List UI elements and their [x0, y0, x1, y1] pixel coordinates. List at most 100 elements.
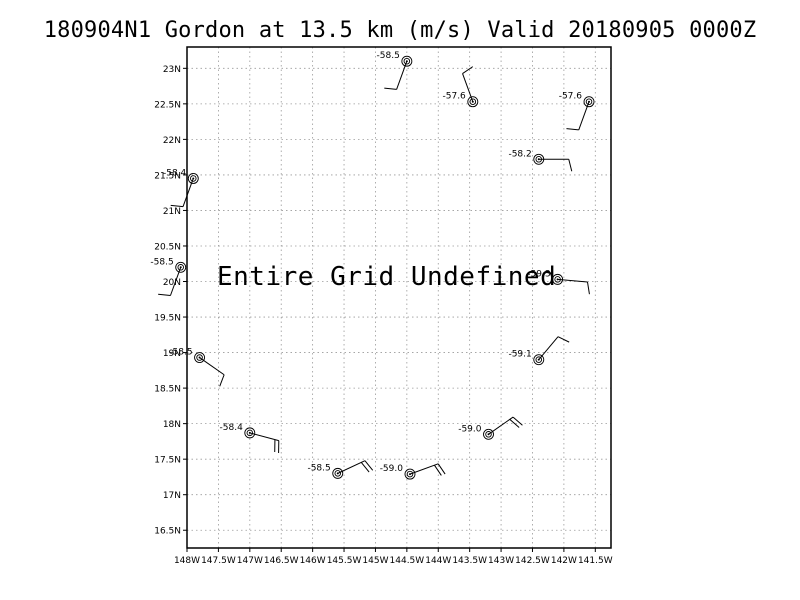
station-outer-circle — [244, 427, 256, 439]
station-value-label: -58.5 — [377, 51, 400, 61]
wind-station: -59.0 — [380, 463, 446, 480]
barb-shaft — [538, 336, 559, 361]
barb-feather — [568, 159, 573, 172]
wind-station: -57.6 — [559, 92, 595, 131]
barb-feather — [384, 87, 397, 90]
station-value-label: -58.5 — [307, 463, 330, 473]
station-value-label: -57.6 — [443, 92, 467, 102]
y-tick-label: 21N — [163, 207, 181, 217]
x-tick-label: 147.5W — [201, 556, 236, 566]
barb-feather — [437, 463, 446, 475]
barb-shaft — [409, 463, 439, 475]
station-inner-circle — [190, 175, 197, 182]
y-tick-label: 20.5N — [154, 242, 181, 252]
y-tick-label: 20N — [163, 278, 181, 288]
barb-shaft — [578, 101, 590, 131]
wind-station: -58.5 — [150, 257, 187, 296]
y-tick-label: 19.5N — [154, 314, 181, 324]
station-value-label: -58.2 — [508, 149, 531, 159]
y-tick-label: 18.5N — [154, 385, 181, 395]
barb-feather — [434, 464, 442, 476]
wind-station: -57.6 — [443, 66, 479, 108]
station-inner-circle — [485, 431, 492, 438]
station-outer-circle — [533, 354, 545, 366]
station-inner-circle — [246, 429, 254, 437]
station-outer-circle — [187, 173, 199, 184]
wind-station: -58.5 — [307, 460, 374, 479]
station-outer-circle — [175, 261, 187, 273]
wind-station: -59.1 — [508, 336, 570, 366]
station-outer-circle — [467, 96, 479, 108]
y-tick-label: 16.5N — [154, 527, 181, 537]
axis-ticks: 148W 147.5W 147W 146.5W 146W 145.5W 145W 144.5W… — [154, 65, 613, 566]
x-tick-label: 145.5W — [327, 556, 362, 566]
station-value-label: -58.4 — [220, 423, 244, 433]
wind-station: -58.4 — [163, 168, 199, 208]
station-value-label: -58.5 — [150, 257, 173, 267]
barb-feather — [462, 66, 474, 74]
station-value-label: -59.0 — [458, 424, 482, 434]
x-tick-label: 141.5W — [578, 556, 613, 566]
station-inner-circle — [406, 470, 414, 478]
station-outer-circle — [194, 352, 206, 363]
station-value-label: -58.4 — [163, 168, 187, 178]
barb-feather — [509, 419, 520, 428]
barb-feather — [158, 293, 171, 296]
y-tick-label: 21.5N — [154, 171, 181, 181]
barb-feather — [566, 128, 579, 131]
station-inner-circle — [535, 356, 543, 363]
station-outer-circle — [332, 467, 344, 479]
grid-undefined-message: Entire Grid Undefined — [217, 262, 556, 292]
barb-feather — [557, 336, 570, 343]
y-tick-label: 18N — [163, 420, 181, 430]
x-tick-label: 142W — [551, 556, 577, 566]
barb-feather — [219, 374, 225, 387]
x-tick-label: 148W — [174, 556, 200, 566]
barb-shaft — [169, 267, 182, 296]
barb-shaft — [462, 73, 474, 102]
x-tick-label: 146W — [300, 556, 326, 566]
x-tick-label: 145W — [362, 556, 388, 566]
x-tick-label: 144.5W — [390, 556, 425, 566]
barb-shaft — [182, 178, 194, 207]
barb-shaft — [488, 416, 514, 435]
station-outer-circle — [401, 55, 413, 67]
y-tick-label: 17.5N — [154, 456, 181, 466]
y-tick-label: 22.5N — [154, 100, 181, 110]
station-inner-circle — [585, 98, 593, 105]
station-outer-circle — [404, 468, 416, 480]
x-tick-label: 143W — [488, 556, 514, 566]
barb-feather — [364, 460, 374, 471]
wind-station: -59.3 — [527, 269, 590, 295]
x-tick-label: 146.5W — [264, 556, 299, 566]
barb-shaft — [396, 61, 408, 90]
wind-station: -58.5 — [377, 51, 413, 90]
wind-station: -58.4 — [220, 423, 280, 454]
station-value-label: -59.0 — [380, 464, 404, 474]
wind-stations: -58.5 -57.6 -57.6 -58.2 -58.4 -58.5 -59.3 -59.1… — [150, 51, 595, 480]
wind-station: -58.5 — [169, 348, 225, 387]
grid-lines — [187, 47, 611, 548]
y-tick-label: 17N — [163, 491, 181, 501]
barb-feather — [360, 462, 370, 473]
station-value-label: -57.6 — [559, 92, 583, 102]
barb-feather — [170, 204, 184, 208]
station-outer-circle — [483, 428, 494, 440]
barb-feather — [586, 281, 590, 295]
map-frame — [186, 46, 612, 549]
x-tick-label: 142.5W — [515, 556, 550, 566]
station-inner-circle — [177, 264, 184, 271]
x-tick-label: 147W — [237, 556, 263, 566]
station-value-label: -59.3 — [527, 269, 550, 279]
barb-shaft — [557, 278, 588, 283]
station-inner-circle — [469, 98, 477, 105]
wind-station: -58.2 — [508, 149, 573, 172]
y-tick-label: 23N — [163, 65, 181, 75]
station-inner-circle — [334, 470, 342, 477]
y-tick-label: 22N — [163, 136, 181, 146]
station-value-label: -58.5 — [169, 348, 192, 358]
x-tick-label: 144W — [425, 556, 451, 566]
barb-shaft — [249, 432, 279, 442]
station-outer-circle — [583, 96, 595, 108]
